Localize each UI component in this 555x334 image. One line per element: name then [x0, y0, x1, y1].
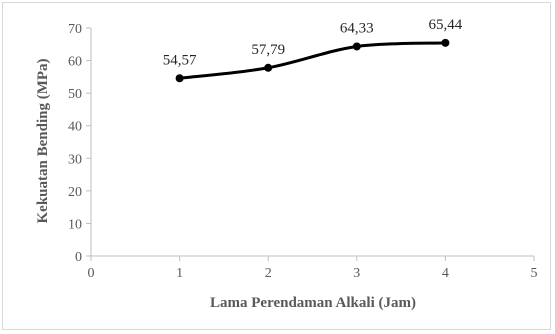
data-labels: 54,57 57,79 64,33 65,44: [163, 17, 463, 68]
data-label: 64,33: [340, 20, 374, 36]
x-axis-title: Lama Perendaman Alkali (Jam): [210, 295, 416, 311]
data-point: [175, 74, 184, 83]
data-point: [352, 42, 361, 51]
data-point: [441, 38, 450, 47]
x-tick-label: 3: [353, 266, 360, 281]
x-tick-label: 5: [531, 266, 538, 281]
axes: [86, 27, 535, 261]
y-tick-label: 70: [68, 22, 82, 37]
data-label: 65,44: [429, 17, 463, 33]
data-label: 54,57: [163, 52, 197, 68]
y-tick-label: 10: [68, 217, 82, 232]
y-axis-title: Kekuatan Bending (MPa): [35, 58, 51, 223]
data-point: [264, 63, 273, 72]
x-tick-label: 0: [88, 266, 95, 281]
tick-labels: 0 10 20 30 40 50 60 70 0 1 2 3 4 5: [68, 22, 538, 281]
y-tick-label: 60: [68, 55, 82, 70]
x-tick-label: 4: [442, 266, 449, 281]
y-tick-label: 0: [75, 250, 82, 265]
y-tick-label: 20: [68, 185, 82, 200]
data-label: 57,79: [251, 42, 285, 58]
y-tick-label: 50: [68, 87, 82, 102]
y-tick-label: 30: [68, 152, 82, 167]
x-tick-label: 1: [176, 266, 183, 281]
y-tick-label: 40: [68, 120, 82, 135]
data-points: [175, 38, 450, 83]
chart-area: [2, 2, 551, 330]
series-line: [178, 41, 447, 80]
x-tick-label: 2: [265, 266, 272, 281]
